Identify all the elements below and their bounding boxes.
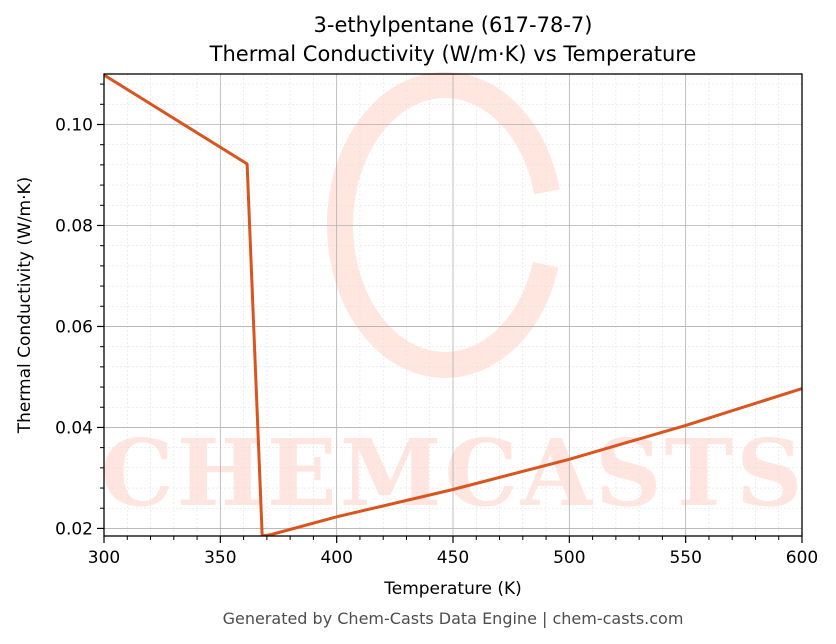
y-tick-label: 0.02 [55,519,93,539]
chart-title: 3-ethylpentane (617-78-7) [314,13,593,37]
x-axis: 300 350 400 450 500 550 600 [88,536,818,568]
y-tick-label: 0.06 [55,317,93,337]
footer-credit: Generated by Chem-Casts Data Engine | ch… [223,609,684,628]
x-tick-label: 300 [88,548,120,568]
x-axis-label: Temperature (K) [383,579,522,599]
chart-subtitle: Thermal Conductivity (W/m·K) vs Temperat… [209,42,697,66]
x-tick-label: 500 [553,548,585,568]
x-tick-label: 600 [786,548,818,568]
watermark-ring [327,72,563,378]
y-tick-label: 0.08 [55,216,93,236]
x-tick-label: 450 [437,548,469,568]
x-tick-label: 350 [204,548,236,568]
y-tick-label: 0.10 [55,115,93,135]
y-axis-label: Thermal Conductivity (W/m·K) [15,177,35,435]
x-tick-label: 550 [669,548,701,568]
y-axis: 0.02 0.04 0.06 0.08 0.10 [55,83,104,539]
y-tick-label: 0.04 [55,418,93,438]
series-line [104,74,802,536]
x-tick-label: 400 [320,548,352,568]
